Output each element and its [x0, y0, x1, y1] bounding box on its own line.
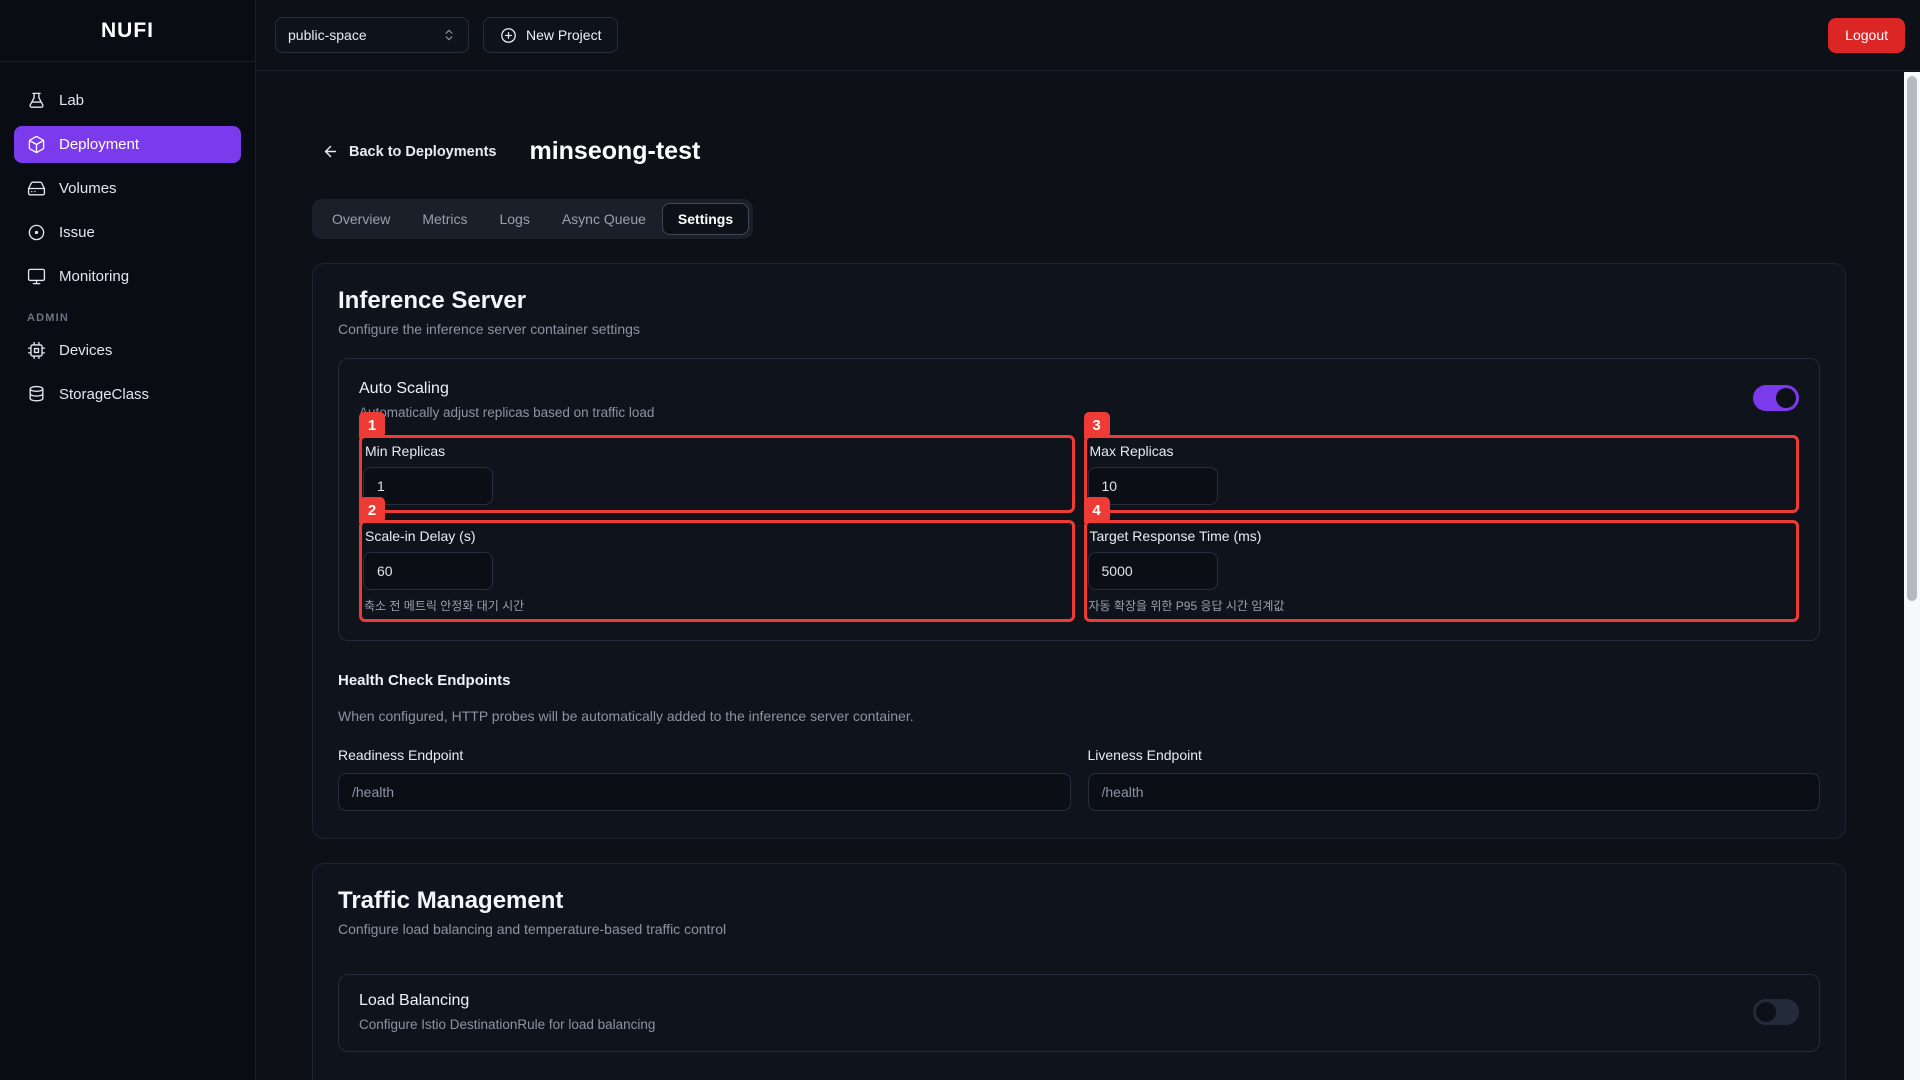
sidebar-item-issue[interactable]: Issue	[14, 214, 241, 251]
page-title: minseong-test	[529, 137, 701, 165]
traffic-management-subtitle: Configure load balancing and temperature…	[338, 921, 727, 937]
annotation-badge-2: 2	[359, 497, 385, 523]
cpu-icon	[27, 341, 46, 360]
sidebar-item-label: Deployment	[59, 136, 140, 153]
sidebar-item-label: Issue	[59, 224, 95, 241]
sidebar: NUFI Lab Deployment Volumes Issue Monito…	[0, 0, 256, 1080]
sidebar-item-devices[interactable]: Devices	[14, 332, 241, 369]
scale-in-delay-helper: 축소 전 메트릭 안정화 대기 시간	[364, 599, 525, 613]
scrollbar-thumb[interactable]	[1907, 76, 1917, 601]
back-link-label: Back to Deployments	[349, 143, 497, 160]
target-response-time-input[interactable]	[1087, 552, 1218, 590]
health-check-grid: Readiness Endpoint Liveness Endpoint	[338, 747, 1820, 811]
tab-overview[interactable]: Overview	[332, 211, 391, 227]
tab-async-queue[interactable]: Async Queue	[561, 211, 646, 227]
arrow-left-icon	[324, 145, 337, 158]
annotation-box-1: 1 Min Replicas	[359, 412, 1075, 513]
page-content: Back to Deployments minseong-test Overvi…	[256, 137, 1920, 1080]
toggle-knob	[1756, 1002, 1776, 1022]
sidebar-item-label: StorageClass	[59, 386, 150, 403]
auto-scaling-header: Auto Scaling Automatically adjust replic…	[359, 377, 1799, 423]
load-balancing-text: Load Balancing Configure Istio Destinati…	[359, 989, 655, 1035]
sidebar-item-volumes[interactable]: Volumes	[14, 170, 241, 207]
max-replicas-label: Max Replicas	[1089, 443, 1174, 459]
auto-scaling-fields: 1 Min Replicas 3 Max Replicas 2 Scale-in…	[359, 412, 1799, 622]
min-replicas-input[interactable]	[363, 467, 493, 505]
app-logo: NUFI	[101, 18, 154, 42]
sidebar-item-label: Volumes	[59, 180, 117, 197]
monitor-icon	[27, 268, 46, 285]
main-area: public-space New Project Logout Back to …	[256, 0, 1920, 1080]
annotation-box-2: 2 Scale-in Delay (s) 축소 전 메트릭 안정화 대기 시간	[359, 497, 1075, 622]
toggle-knob	[1776, 388, 1796, 408]
min-replicas-label: Min Replicas	[365, 443, 446, 459]
project-select[interactable]: public-space	[275, 17, 469, 53]
liveness-endpoint-input[interactable]	[1087, 773, 1820, 811]
inference-server-subtitle: Configure the inference server container…	[338, 321, 640, 337]
target-response-time-helper: 자동 확장을 위한 P95 응답 시간 임계값	[1088, 599, 1285, 613]
health-check-description: When configured, HTTP probes will be aut…	[338, 708, 914, 724]
traffic-management-card: Traffic Management Configure load balanc…	[312, 863, 1846, 1080]
inference-server-card: Inference Server Configure the inference…	[312, 263, 1846, 839]
auto-scaling-title: Auto Scaling	[359, 380, 449, 397]
sidebar-item-label: Monitoring	[59, 268, 130, 285]
scale-in-delay-input[interactable]	[363, 552, 493, 590]
sidebar-item-storageclass[interactable]: StorageClass	[14, 376, 241, 413]
sidebar-nav: Lab Deployment Volumes Issue Monitoring …	[0, 62, 255, 413]
annotation-box-4: 4 Target Response Time (ms) 자동 확장을 위한 P9…	[1083, 497, 1799, 622]
sidebar-item-label: Lab	[59, 92, 85, 109]
liveness-endpoint-label: Liveness Endpoint	[1087, 747, 1202, 763]
logout-button[interactable]: Logout	[1828, 17, 1905, 53]
new-project-button[interactable]: New Project	[483, 17, 619, 53]
health-check-title: Health Check Endpoints	[338, 672, 511, 689]
auto-scaling-text: Auto Scaling Automatically adjust replic…	[359, 377, 654, 423]
load-balancing-title: Load Balancing	[359, 992, 470, 1009]
inference-server-title: Inference Server	[338, 287, 527, 314]
sidebar-item-label: Devices	[59, 342, 113, 359]
page-header-row: Back to Deployments minseong-test	[322, 137, 1846, 166]
project-select-value: public-space	[288, 27, 367, 43]
annotation-badge-4: 4	[1083, 497, 1110, 523]
topbar: public-space New Project Logout	[256, 0, 1920, 71]
readiness-endpoint-input[interactable]	[338, 773, 1071, 811]
plus-circle-icon	[501, 27, 516, 43]
load-balancing-panel: Load Balancing Configure Istio Destinati…	[338, 974, 1820, 1052]
hard-drive-icon	[27, 181, 46, 196]
back-to-deployments-link[interactable]: Back to Deployments	[322, 143, 496, 160]
deployment-tabs: Overview Metrics Logs Async Queue Settin…	[312, 199, 754, 239]
annotation-box-3: 3 Max Replicas	[1083, 412, 1799, 513]
new-project-label: New Project	[526, 27, 602, 43]
auto-scaling-description: Automatically adjust replicas based on t…	[359, 405, 655, 420]
annotation-badge-3: 3	[1083, 412, 1110, 438]
tab-metrics[interactable]: Metrics	[422, 211, 468, 227]
tab-settings[interactable]: Settings	[661, 203, 750, 235]
flask-icon	[29, 92, 44, 108]
database-icon	[29, 385, 44, 402]
annotation-badge-1: 1	[359, 412, 385, 438]
vertical-scrollbar[interactable]	[1904, 72, 1920, 1080]
target-response-time-label: Target Response Time (ms)	[1089, 528, 1262, 544]
readiness-endpoint-label: Readiness Endpoint	[338, 747, 464, 763]
circle-dot-icon	[28, 224, 45, 241]
sidebar-item-deployment[interactable]: Deployment	[14, 126, 241, 163]
sidebar-item-lab[interactable]: Lab	[14, 82, 241, 119]
auto-scaling-panel: Auto Scaling Automatically adjust replic…	[338, 358, 1820, 641]
auto-scaling-toggle[interactable]	[1753, 385, 1799, 411]
package-icon	[28, 135, 45, 154]
sidebar-item-monitoring[interactable]: Monitoring	[14, 258, 241, 295]
chevron-up-down-icon	[445, 29, 453, 41]
sidebar-section-admin: ADMIN	[27, 312, 70, 324]
traffic-management-title: Traffic Management	[338, 887, 564, 914]
max-replicas-input[interactable]	[1087, 467, 1218, 505]
liveness-endpoint-group: Liveness Endpoint	[1087, 747, 1820, 811]
load-balancing-description: Configure Istio DestinationRule for load…	[359, 1017, 656, 1032]
sidebar-header: NUFI	[0, 0, 255, 62]
load-balancing-toggle[interactable]	[1753, 999, 1799, 1025]
readiness-endpoint-group: Readiness Endpoint	[338, 747, 1071, 811]
scale-in-delay-label: Scale-in Delay (s)	[365, 528, 476, 544]
tab-logs[interactable]: Logs	[499, 211, 530, 227]
